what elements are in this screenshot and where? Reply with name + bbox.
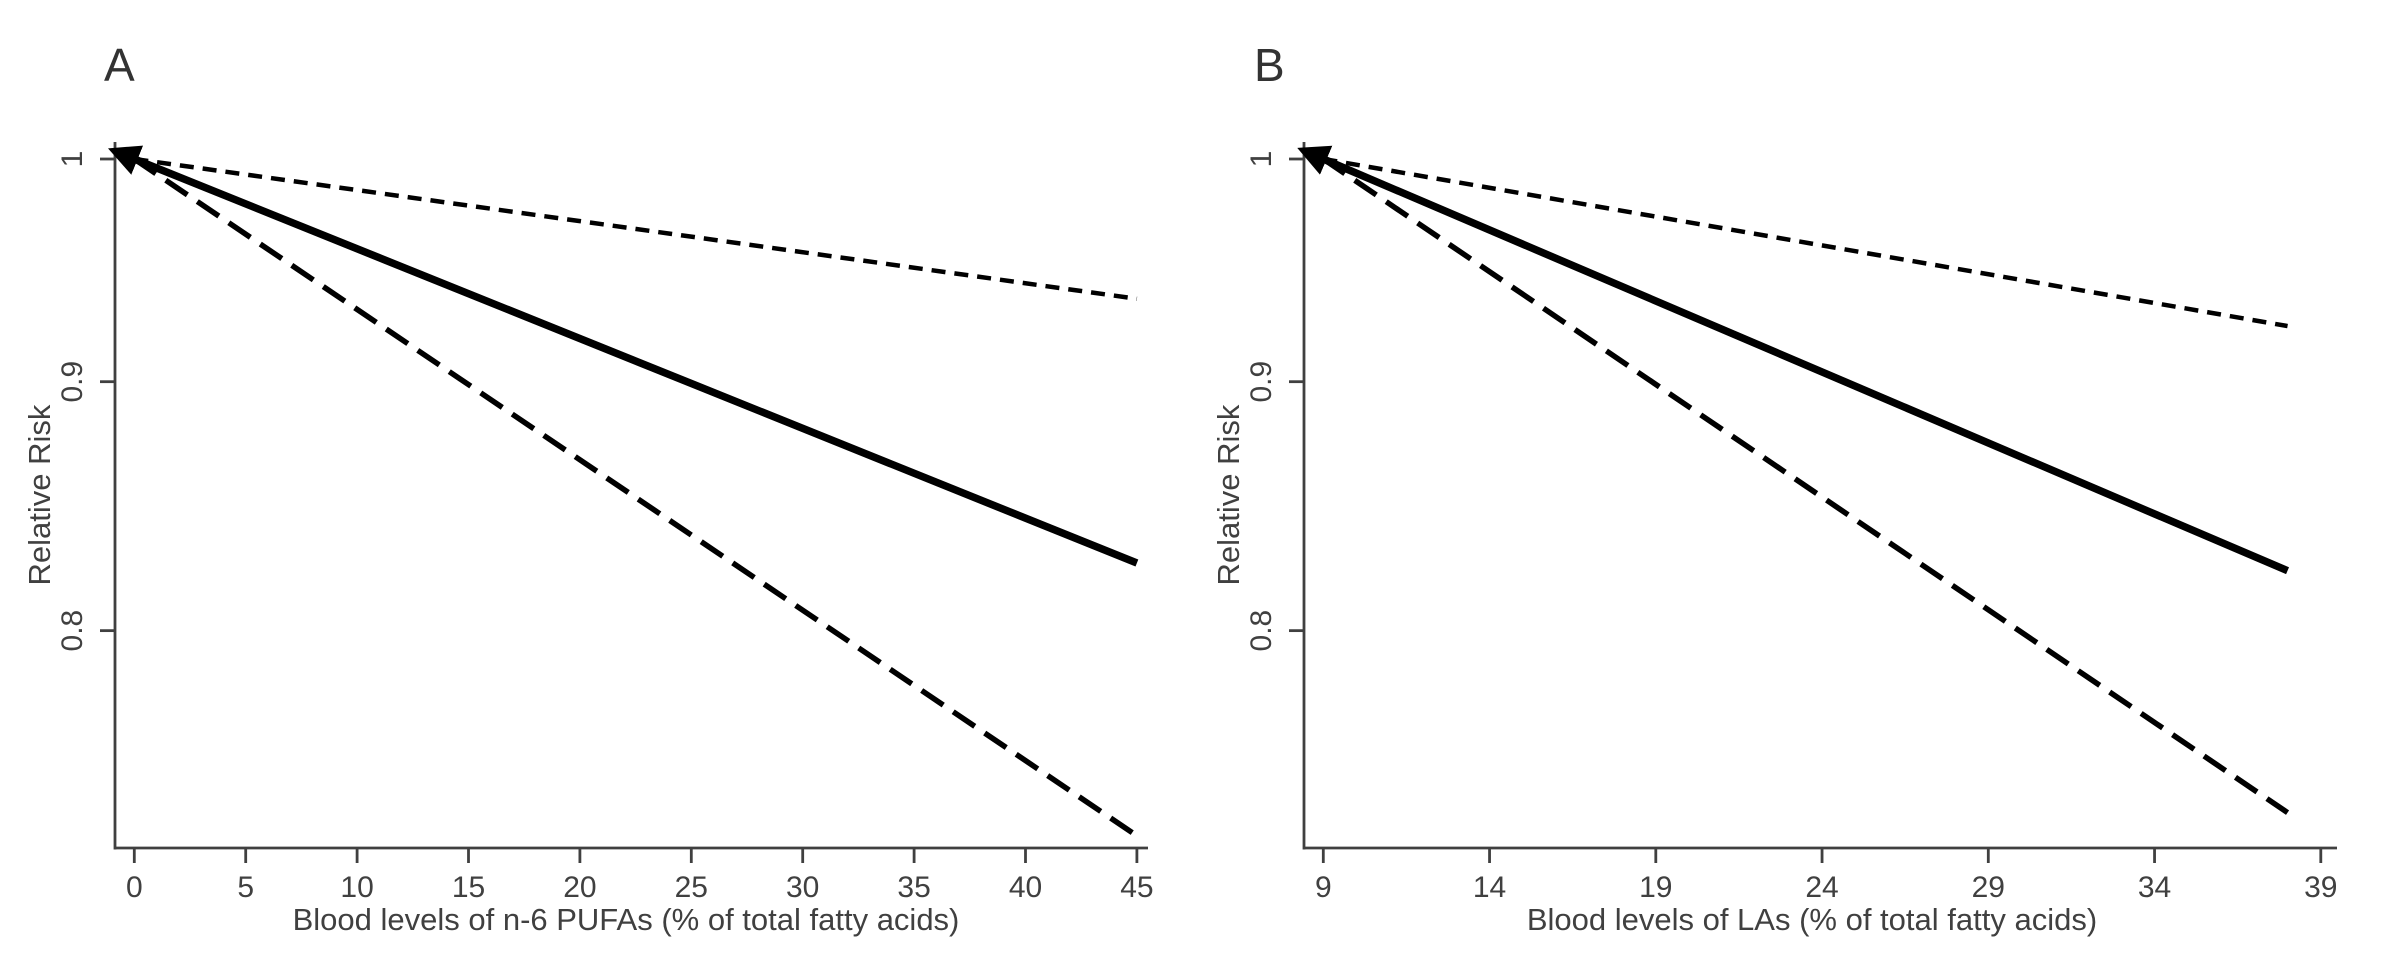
- x-tick-label: 34: [2138, 871, 2171, 904]
- ci-upper-line: [133, 156, 1138, 302]
- x-tick-label: 9: [1315, 871, 1332, 904]
- x-tick-label: 20: [563, 871, 596, 904]
- y-tick-label: 0.9: [56, 361, 89, 403]
- x-tick-label: 5: [237, 871, 254, 904]
- x-tick-label: 25: [675, 871, 708, 904]
- panel-a-letter: A: [104, 39, 136, 91]
- x-tick-label: 39: [2304, 871, 2337, 904]
- x-tick-label: 30: [786, 871, 819, 904]
- x-tick-label: 15: [452, 871, 485, 904]
- y-tick-label: 0.9: [1245, 361, 1278, 403]
- panel-b-letter: B: [1254, 39, 1286, 91]
- panel-b: B Relative Risk 9 14 19 24 29 34 39 1 0.9 0.8 Blo…: [1190, 0, 2381, 977]
- point-estimate-line: [1297, 145, 2290, 575]
- x-tick-label: 40: [1009, 871, 1042, 904]
- x-tick-label: 35: [897, 871, 930, 904]
- plot-area-a: 0 5 10 15 20 25 30 35 40 45 1 0.9 0.8: [56, 142, 1154, 904]
- x-tick-label: 24: [1805, 871, 1838, 904]
- x-tick-label: 10: [340, 871, 373, 904]
- ci-lower-line: [132, 156, 1139, 839]
- ci-lower-line: [1321, 156, 2290, 815]
- x-axis-title: Blood levels of n-6 PUFAs (% of total fa…: [292, 902, 960, 937]
- point-estimate-line: [108, 145, 1139, 567]
- y-tick-label: 1: [1245, 151, 1278, 168]
- ci-upper-line: [1322, 156, 2288, 329]
- x-tick-label: 19: [1639, 871, 1672, 904]
- panel-a: A Relative Risk 0 5 10 15 20 25 30 35 40 45 1 0.9 0.…: [0, 0, 1190, 977]
- x-tick-label: 0: [126, 871, 143, 904]
- y-tick-label: 0.8: [56, 610, 89, 652]
- x-axis-title: Blood levels of LAs (% of total fatty ac…: [1526, 902, 2098, 937]
- plot-area-b: 9 14 19 24 29 34 39 1 0.9 0.8: [1245, 142, 2337, 904]
- x-tick-label: 14: [1473, 871, 1506, 904]
- y-tick-label: 0.8: [1245, 610, 1278, 652]
- x-tick-label: 29: [1972, 871, 2005, 904]
- x-tick-label: 45: [1120, 871, 1153, 904]
- y-tick-label: 1: [56, 151, 89, 168]
